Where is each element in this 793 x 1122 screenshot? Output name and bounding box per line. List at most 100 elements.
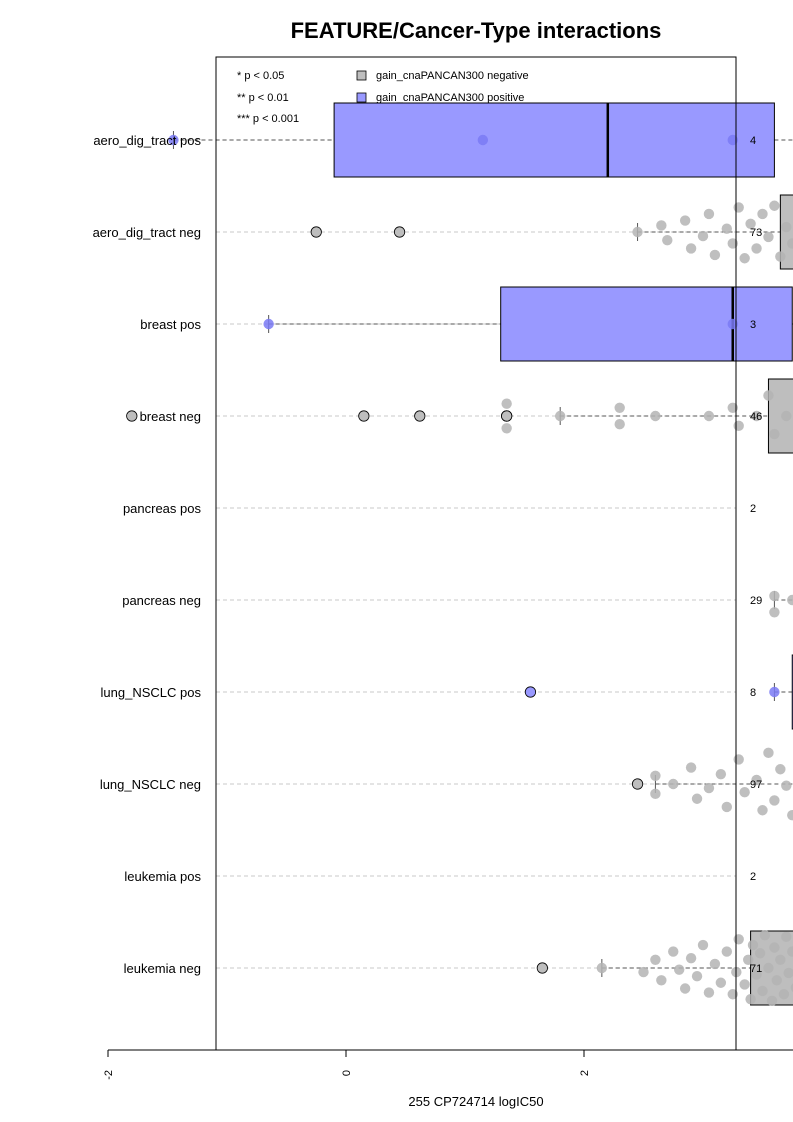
points-lung-nsclc-pos — [524, 686, 780, 698]
data-point — [739, 253, 750, 264]
points-leukemia-neg — [536, 930, 793, 1006]
x-tick-label: 0 — [341, 1070, 353, 1076]
data-point — [769, 200, 780, 211]
count-label-pancreas-neg: 29 — [750, 595, 762, 607]
data-point — [703, 410, 715, 422]
count-labels: 4 73 3 46 2 29 8 97 2 71 — [750, 135, 762, 975]
data-point — [747, 939, 759, 951]
group-label-lung-nsclc-neg: lung_NSCLC neg — [100, 777, 201, 792]
data-point — [685, 243, 697, 254]
data-point — [769, 795, 780, 806]
data-point — [697, 230, 709, 242]
data-point — [769, 590, 780, 602]
box-layer — [172, 102, 793, 1006]
data-point — [721, 801, 732, 813]
data-point — [679, 983, 691, 994]
x-axis-label: 255 CP724714 logIC50 — [408, 1094, 543, 1109]
data-point — [771, 975, 782, 986]
group-label-lung-nsclc-pos: lung_NSCLC pos — [101, 685, 202, 700]
legend-label-negative: gain_cnaPANCAN300 negative — [376, 70, 529, 82]
data-point — [596, 962, 608, 974]
legend-swatch-negative — [356, 70, 367, 81]
data-point — [679, 215, 691, 226]
data-point — [656, 975, 667, 986]
boxplot-breast-pos — [268, 286, 793, 362]
data-point — [703, 782, 715, 794]
data-point — [662, 235, 673, 246]
data-point — [733, 754, 744, 765]
data-point — [763, 962, 774, 974]
data-point — [709, 958, 721, 970]
data-point — [703, 987, 715, 998]
data-point — [775, 251, 786, 262]
data-point — [763, 747, 774, 759]
data-point — [501, 398, 512, 409]
data-point — [721, 946, 732, 957]
plot-area — [126, 56, 793, 1051]
count-label-lung-nsclc-pos: 8 — [750, 687, 756, 699]
data-point — [769, 686, 780, 698]
points-pancreas-neg — [769, 590, 793, 618]
points-aero-dig-tract-neg — [310, 200, 793, 264]
data-point — [721, 223, 732, 234]
box-breast-pos — [500, 286, 793, 362]
data-point — [650, 954, 661, 965]
data-point — [763, 231, 774, 243]
data-point — [759, 930, 771, 941]
data-point — [743, 954, 754, 965]
data-point — [769, 942, 780, 953]
chart-title: FEATURE/Cancer-Type interactions — [291, 18, 662, 43]
x-tick-label: -2 — [103, 1070, 115, 1080]
data-point — [715, 977, 727, 988]
data-point — [727, 134, 738, 146]
data-point — [751, 969, 762, 980]
data-point — [739, 979, 750, 990]
data-point — [757, 985, 768, 997]
data-point — [757, 208, 768, 220]
annotation-p01: ** p < 0.01 — [237, 92, 289, 104]
data-point — [781, 780, 792, 791]
outlier-point — [631, 778, 644, 790]
count-label-breast-pos: 3 — [750, 319, 756, 331]
data-point — [787, 238, 793, 249]
data-point — [263, 318, 274, 330]
data-point — [727, 318, 738, 330]
group-label-pancreas-pos: pancreas pos — [123, 501, 202, 516]
grid-lines — [216, 139, 736, 969]
data-point — [674, 964, 685, 975]
outlier-point — [393, 226, 406, 238]
annotation-p05: * p < 0.05 — [237, 70, 284, 82]
points-aero-dig-tract-pos — [168, 134, 738, 146]
data-point — [751, 243, 762, 254]
box-aero-dig-tract-pos — [333, 102, 775, 178]
data-point — [709, 249, 721, 261]
data-point — [668, 946, 679, 957]
count-label-lung-nsclc-neg: 97 — [750, 779, 762, 791]
data-point — [733, 934, 744, 945]
data-point — [168, 134, 179, 146]
data-point — [668, 778, 679, 790]
data-point — [727, 238, 738, 249]
data-point — [733, 420, 744, 432]
data-point — [751, 774, 762, 786]
outlier-point — [536, 962, 548, 974]
data-point — [766, 995, 778, 1006]
group-label-aero-dig-tract-pos: aero_dig_tract pos — [93, 133, 201, 148]
group-label-pancreas-neg: pancreas neg — [122, 593, 201, 608]
group-label-leukemia-pos: leukemia pos — [124, 869, 201, 884]
data-point — [656, 220, 667, 231]
points-breast-pos — [263, 318, 738, 330]
data-point — [781, 410, 792, 422]
data-point — [790, 983, 793, 993]
data-point — [697, 939, 709, 951]
data-point — [778, 989, 790, 1000]
point-layer — [126, 134, 793, 1006]
group-labels: aero_dig_tract pos aero_dig_tract neg brea… — [93, 133, 202, 976]
data-point — [650, 410, 661, 422]
legend-swatch-positive — [356, 92, 367, 103]
data-point — [727, 989, 738, 1000]
outlier-point — [126, 410, 138, 422]
data-point — [787, 594, 793, 606]
legend: * p < 0.05 ** p < 0.01 *** p < 0.001 gai… — [237, 70, 529, 125]
data-point — [555, 410, 566, 422]
